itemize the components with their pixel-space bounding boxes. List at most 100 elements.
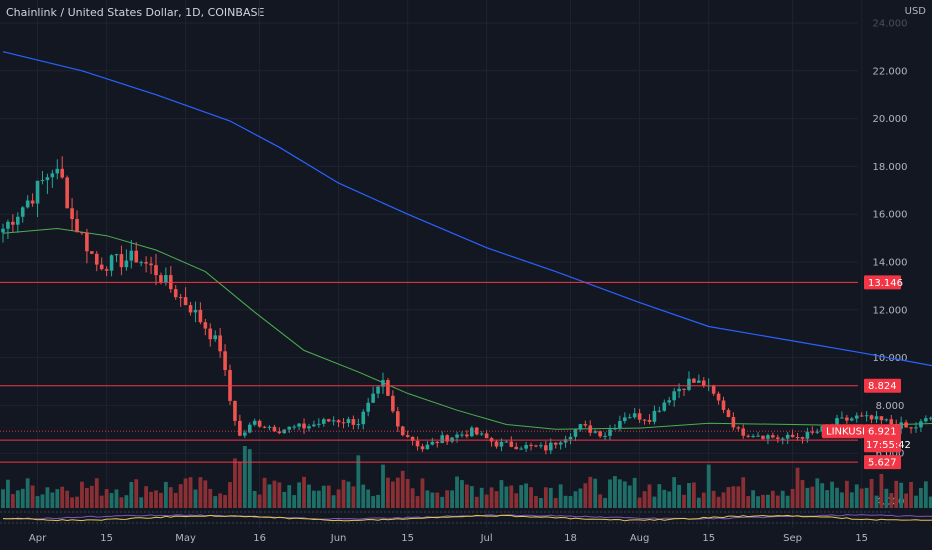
y-tick-label: 12.000: [873, 305, 908, 316]
volume-bar: [218, 493, 223, 508]
candle-body: [642, 419, 647, 421]
candle-body: [805, 431, 810, 439]
volume-bar: [410, 488, 415, 508]
volume-bar: [198, 477, 203, 508]
candle-body: [302, 423, 306, 429]
volume-bar: [390, 481, 395, 508]
volume-bar: [326, 485, 331, 508]
volume-bar: [154, 490, 158, 508]
candle-body: [741, 428, 746, 436]
candle-body: [884, 419, 889, 421]
volume-bar: [316, 490, 321, 508]
candle-body: [321, 419, 326, 424]
candle-body: [173, 289, 178, 298]
volume-bar: [539, 497, 543, 508]
volume-bar: [395, 477, 400, 508]
level-label: 5.627: [868, 458, 897, 469]
volume-bar: [460, 480, 464, 508]
candle-body: [351, 419, 356, 425]
candle-body: [558, 442, 563, 445]
chart-title: Chainlink / United States Dollar, 1D, CO…: [6, 6, 265, 19]
x-tick-label: 15: [100, 533, 113, 544]
volume-bar: [864, 487, 869, 508]
volume-bar: [60, 486, 65, 508]
volume-bar: [494, 491, 499, 508]
volume-bar: [504, 486, 509, 508]
candle-body: [775, 437, 780, 439]
candle-body: [164, 275, 168, 283]
volume-bar: [884, 488, 889, 508]
candle-body: [1, 228, 5, 233]
candle-body: [746, 435, 750, 437]
volume-bar: [464, 484, 469, 508]
volume-bar: [859, 488, 864, 508]
volume-bar: [94, 478, 99, 508]
volume-bar: [55, 489, 60, 508]
candle-body: [553, 442, 558, 445]
osc-line-2: [2, 514, 932, 520]
candle-body: [726, 409, 731, 418]
volume-bar: [331, 495, 336, 508]
candle-body: [504, 441, 509, 443]
x-tick-label: Jun: [330, 533, 347, 544]
candle-body: [425, 444, 430, 450]
volume-bar: [430, 492, 435, 508]
last-price-value: 6.921: [868, 427, 897, 438]
volume-bar: [134, 479, 139, 508]
candle-body: [790, 434, 795, 438]
volume-bar: [909, 481, 913, 508]
candle-body: [810, 431, 815, 433]
candle-body: [697, 380, 701, 383]
volume-bar: [919, 488, 923, 508]
volume-bar: [297, 482, 301, 508]
candle-body: [420, 446, 425, 450]
candle-body: [780, 438, 785, 440]
candle-body: [257, 420, 262, 427]
candle-body: [356, 424, 361, 426]
y-tick-label: 24.000: [873, 19, 908, 30]
volume-bar: [677, 484, 681, 508]
candle-body: [124, 260, 129, 268]
candle-body: [317, 423, 321, 425]
volume-bar: [351, 486, 356, 508]
candle-body: [60, 168, 65, 178]
volume-bar: [129, 481, 134, 508]
volume-bar: [716, 496, 721, 508]
candle-body: [11, 221, 15, 225]
volume-bar: [139, 497, 144, 508]
volume-bar: [114, 489, 119, 508]
candle-body: [312, 424, 316, 427]
volume-bar: [292, 495, 297, 508]
y-tick-label: 10.000: [873, 353, 908, 364]
candle-body: [178, 297, 183, 299]
volume-bar: [894, 480, 899, 508]
last-price-box: [864, 424, 901, 453]
volume-bar: [923, 481, 928, 508]
candle-body: [647, 419, 652, 422]
candle-body: [129, 250, 134, 261]
volume-bar: [553, 497, 558, 508]
candle-body: [548, 442, 553, 451]
volume-bar: [173, 492, 178, 508]
volume-bar: [321, 485, 326, 508]
volume-bar: [178, 484, 183, 508]
volume-bar: [455, 476, 459, 508]
volume-bar: [701, 492, 706, 508]
candle-body: [761, 435, 765, 439]
y-tick-label: 18.000: [873, 162, 908, 173]
candle-body: [578, 424, 583, 430]
candle-body: [514, 446, 519, 450]
volume-bar: [425, 490, 430, 508]
candle-body: [627, 417, 632, 419]
candle-body: [588, 425, 593, 433]
y-tick-label: 8.000: [876, 401, 905, 412]
candle-body: [598, 431, 602, 437]
candle-body: [731, 417, 736, 428]
candle-body: [479, 433, 484, 435]
volume-bar: [805, 487, 810, 508]
candle-body: [756, 435, 760, 437]
volume-bar: [474, 496, 479, 508]
candle-body: [188, 305, 193, 313]
candle-body: [386, 380, 390, 396]
